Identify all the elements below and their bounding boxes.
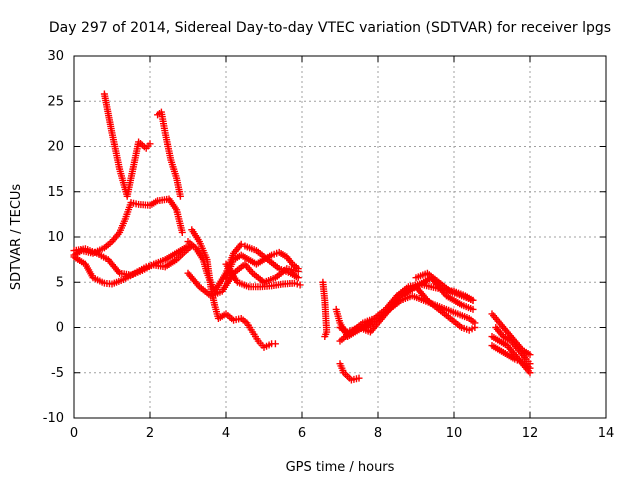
data-point [237, 240, 245, 248]
data-point [296, 281, 304, 289]
data-point [178, 228, 186, 236]
chart-title: Day 297 of 2014, Sidereal Day-to-day VTE… [49, 20, 611, 36]
y-tick-label: 0 [56, 321, 64, 336]
data-point [355, 374, 363, 382]
series-s2 [154, 108, 184, 200]
y-tick-label: 25 [47, 94, 64, 109]
x-tick-label: 10 [446, 426, 463, 441]
data-point [321, 333, 329, 341]
series-s11 [319, 278, 331, 341]
x-axis-label: GPS time / hours [286, 460, 395, 475]
y-axis-label: SDTVAR / TECUs [9, 184, 24, 291]
series-s17 [393, 283, 479, 334]
y-tick-label: -5 [51, 366, 64, 381]
x-tick-label: 8 [374, 426, 382, 441]
data-point [526, 351, 534, 359]
x-tick-label: 2 [146, 426, 154, 441]
data-point [526, 364, 534, 372]
x-tick-label: 14 [598, 426, 615, 441]
y-tick-label: -10 [43, 411, 64, 426]
series-s10 [222, 260, 304, 291]
tick-layer: 0 2 4 6 8 10 12 14 -10 -5 0 5 10 15 20 25 30 [43, 49, 615, 441]
x-tick-label: 4 [222, 426, 230, 441]
y-tick-label: 15 [47, 185, 64, 200]
x-tick-label: 12 [522, 426, 539, 441]
x-tick-label: 0 [70, 426, 78, 441]
y-tick-label: 30 [47, 49, 64, 64]
series-s22 [488, 342, 534, 372]
data-point [146, 140, 154, 148]
series-s1 [100, 90, 154, 200]
data-point [176, 192, 184, 200]
series-s13 [336, 360, 363, 384]
data-point [271, 340, 279, 348]
y-tick-label: 10 [47, 230, 64, 245]
y-tick-label: 20 [47, 140, 64, 155]
data-point [469, 305, 477, 313]
mark-layer [70, 90, 534, 384]
data-point [294, 265, 302, 273]
y-tick-label: 5 [56, 275, 64, 290]
series-s7 [184, 260, 302, 300]
series-s5 [70, 242, 192, 279]
series-s18 [412, 269, 477, 304]
data-point [294, 274, 302, 282]
data-point [469, 296, 477, 304]
series-s21 [492, 324, 534, 368]
data-point [471, 324, 479, 331]
x-tick-label: 6 [298, 426, 306, 441]
